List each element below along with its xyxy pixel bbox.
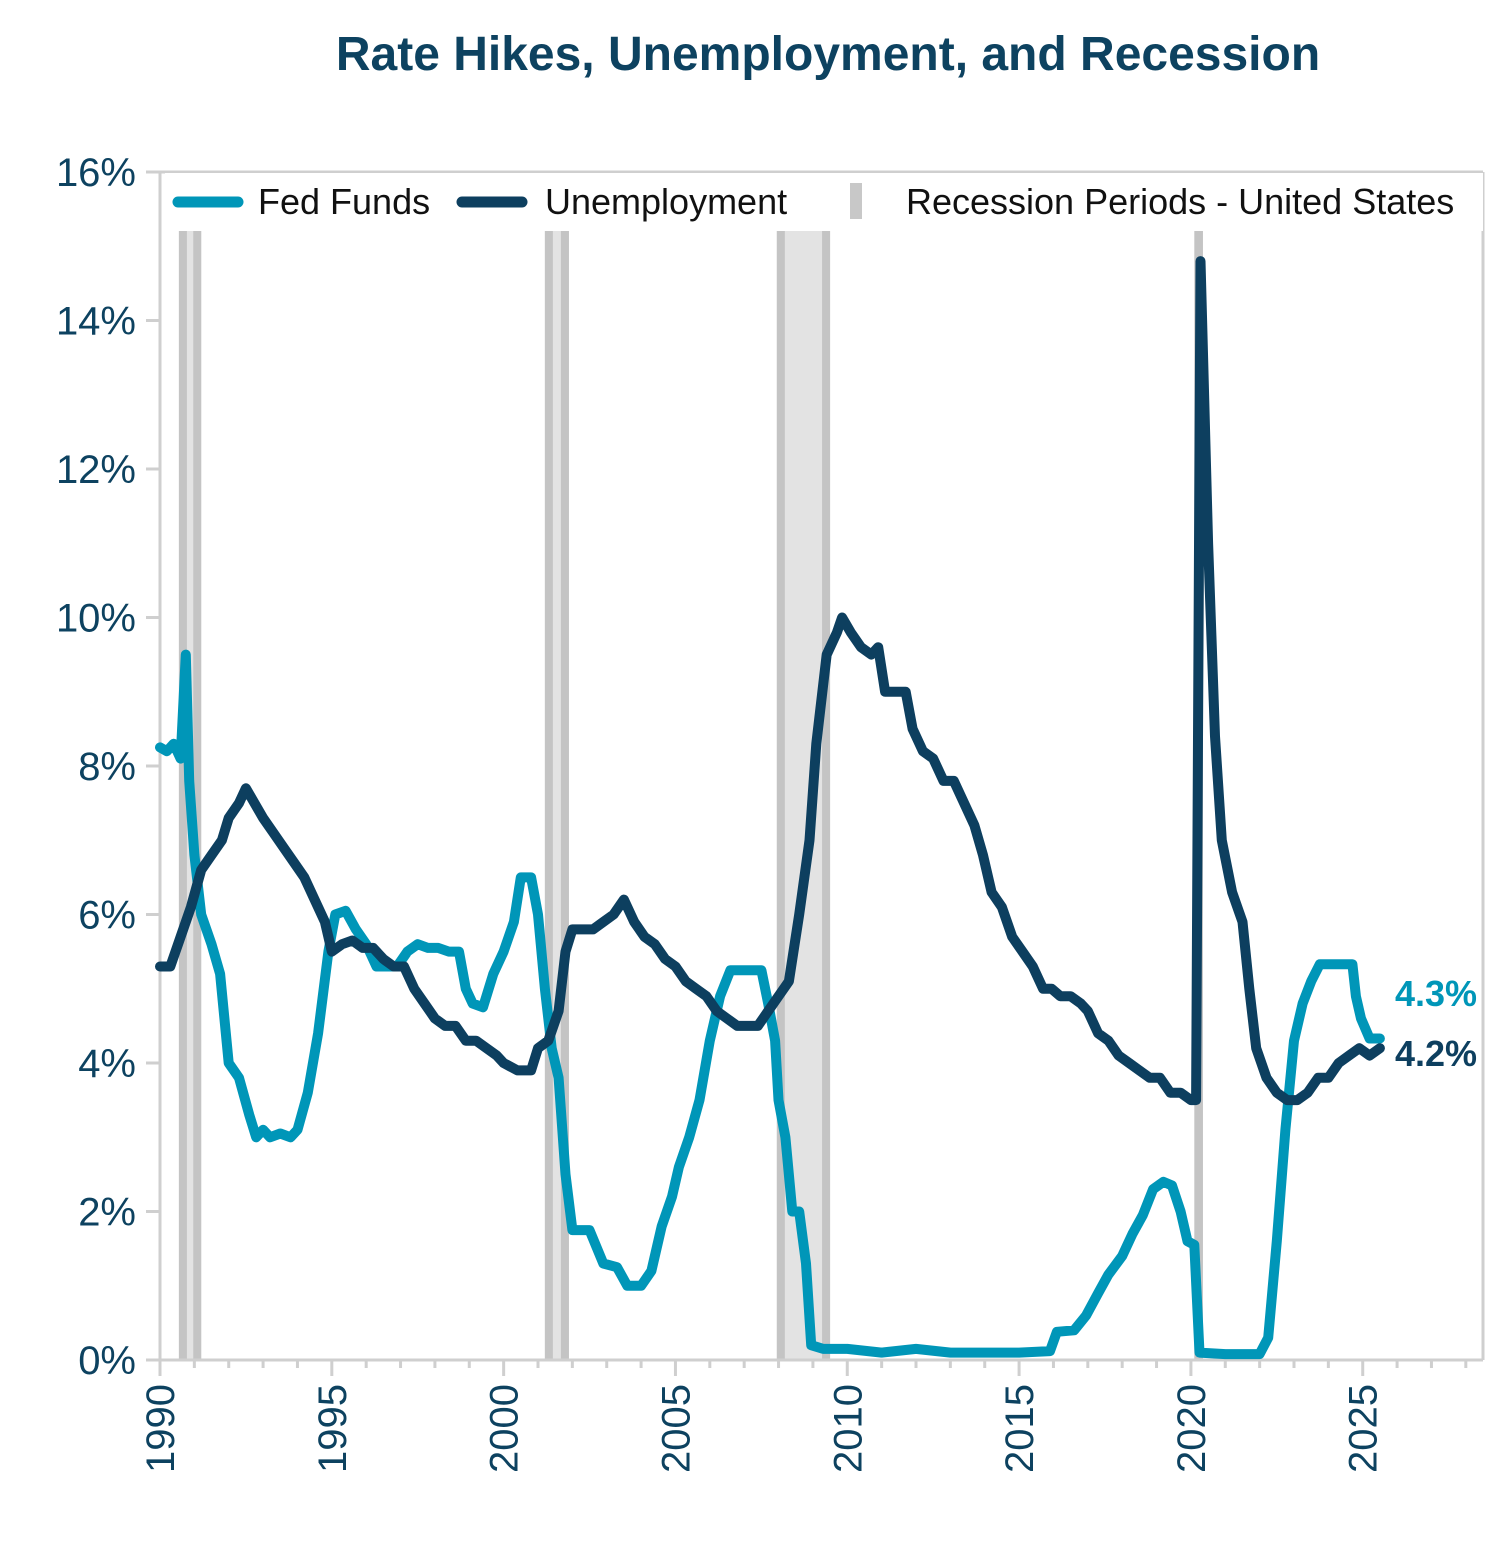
- fed-funds-line: [155, 649, 1385, 1360]
- y-tick-label: 10%: [56, 597, 136, 641]
- x-tick-label: 2005: [654, 1384, 698, 1473]
- legend-label-recession: Recession Periods - United States: [906, 181, 1454, 222]
- fed-funds-end-label: 4.3%: [1395, 973, 1477, 1014]
- series-lines: [155, 256, 1385, 1360]
- unemployment-line: [155, 256, 1385, 1106]
- legend: Fed Funds Unemployment Recession Periods…: [165, 173, 1483, 231]
- unemployment-end-label: 4.2%: [1395, 1033, 1477, 1074]
- x-tick-label: 2015: [998, 1384, 1042, 1473]
- legend-label-fed-funds: Fed Funds: [258, 181, 430, 222]
- legend-swatch-recession: [850, 183, 862, 219]
- y-tick-label: 12%: [56, 448, 136, 492]
- x-tick-label: 1995: [311, 1384, 355, 1473]
- x-tick-label: 2000: [483, 1384, 527, 1473]
- legend-background: [165, 173, 1483, 231]
- axes: 0% 2% 4% 6% 8% 10% 12% 14% 16% 1990 1995 2000 2005 20…: [56, 151, 1485, 1473]
- y-tick-label: 16%: [56, 151, 136, 195]
- y-tick-label: 0%: [78, 1339, 136, 1383]
- recession-bands: [178, 172, 1203, 1360]
- x-tick-label: 1990: [139, 1384, 183, 1473]
- y-tick-label: 4%: [78, 1042, 136, 1086]
- x-tick-label: 2010: [826, 1384, 870, 1473]
- chart-title: Rate Hikes, Unemployment, and Recession: [336, 28, 1320, 81]
- end-labels: 4.3% 4.2%: [1395, 973, 1477, 1074]
- x-tick-label: 2020: [1170, 1384, 1214, 1473]
- y-tick-label: 6%: [78, 894, 136, 938]
- legend-label-unemployment: Unemployment: [545, 181, 787, 222]
- y-tick-label: 14%: [56, 300, 136, 344]
- x-tick-label: 2025: [1342, 1384, 1386, 1473]
- y-tick-label: 8%: [78, 745, 136, 789]
- y-tick-label: 2%: [78, 1191, 136, 1235]
